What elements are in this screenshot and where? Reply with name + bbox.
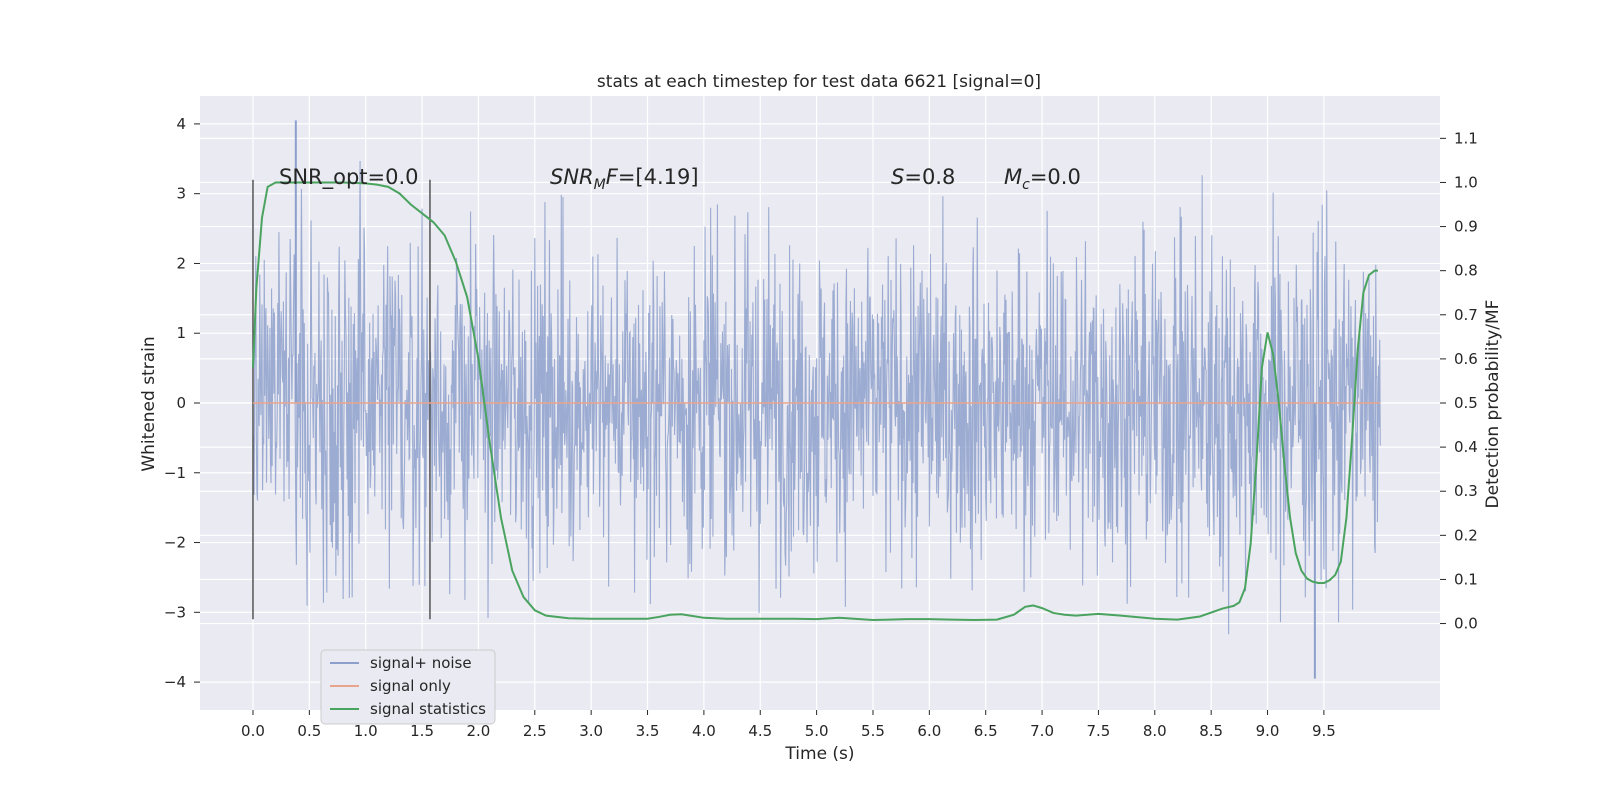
snr-mf-annotation: SNRMF=[4.19] — [550, 165, 699, 193]
legend-box — [320, 649, 496, 725]
x-tick-label: 2.0 — [467, 722, 491, 740]
s-label: S — [891, 165, 904, 189]
mc-subscript: c — [1022, 177, 1030, 193]
s-annotation: S=0.8 — [891, 165, 955, 189]
y-tick-label: −4 — [164, 673, 186, 691]
signal-statistics-line — [251, 181, 1378, 622]
y2-tick-labels: 0.0 0.1 0.2 0.3 0.4 0.5 0.6 0.7 0.8 0.9 1.0 1.1 — [1440, 129, 1478, 633]
y2-axis-label: Detection probability/MF — [1483, 300, 1503, 509]
x-tick-label: 5.0 — [805, 722, 829, 740]
mc-label: M — [1004, 165, 1022, 189]
y2-tick-label: 0.5 — [1454, 394, 1478, 412]
noise-trace — [252, 120, 1381, 679]
x-tick-label: 4.5 — [748, 722, 772, 740]
mc-annotation: Mc=0.0 — [1004, 165, 1081, 193]
y-tick-label: −1 — [164, 464, 186, 482]
x-tick-label: 4.0 — [692, 722, 716, 740]
x-tick-label: 8.0 — [1143, 722, 1167, 740]
snr-mf-tail: F — [606, 165, 619, 189]
x-axis-label: Time (s) — [784, 744, 854, 764]
y-tick-label: 4 — [176, 115, 186, 133]
y2-tick-label: 1.1 — [1454, 129, 1478, 147]
x-tick-labels: 0.0 0.5 1.0 1.5 2.0 2.5 3.0 3.5 4.0 4.5 5.0 5.5 6.0 6… — [241, 710, 1336, 740]
annotations: SNR_opt=0.0 SNRMF=[4.19] S=0.8 Mc=0.0 — [279, 165, 1081, 193]
y2-tick-label: 0.1 — [1454, 570, 1478, 588]
legend-label-statistics: signal statistics — [370, 700, 486, 718]
snr-mf-base: SNR — [550, 165, 594, 189]
x-tick-label: 7.0 — [1030, 722, 1054, 740]
vertical-markers — [252, 179, 431, 620]
s-value: =0.8 — [904, 165, 955, 189]
x-tick-label: 3.0 — [579, 722, 603, 740]
chart-title: stats at each timestep for test data 662… — [597, 72, 1041, 92]
y-tick-label: 0 — [176, 394, 186, 412]
y2-tick-label: 0.4 — [1454, 438, 1478, 456]
legend-label-signal: signal only — [370, 677, 451, 695]
mc-value: =0.0 — [1030, 165, 1081, 189]
x-tick-label: 7.5 — [1087, 722, 1111, 740]
x-tick-label: 1.5 — [410, 722, 434, 740]
x-tick-label: 6.0 — [917, 722, 941, 740]
noise-line — [252, 160, 1381, 635]
y2-tick-label: 0.6 — [1454, 350, 1478, 368]
y-axis-label: Whitened strain — [139, 336, 159, 471]
x-tick-label: 9.5 — [1312, 722, 1336, 740]
x-tick-label: 0.5 — [297, 722, 321, 740]
y2-tick-label: 1.0 — [1454, 173, 1478, 191]
y2-tick-label: 0.7 — [1454, 306, 1478, 324]
y2-tick-label: 0.0 — [1454, 615, 1478, 633]
x-tick-label: 1.0 — [354, 722, 378, 740]
snr-opt-annotation: SNR_opt=0.0 — [279, 165, 419, 190]
x-tick-label: 8.5 — [1199, 722, 1223, 740]
y-tick-label: −3 — [164, 603, 186, 621]
x-tick-label: 2.5 — [523, 722, 547, 740]
y2-tick-label: 0.8 — [1454, 262, 1478, 280]
y2-tick-label: 0.2 — [1454, 526, 1478, 544]
legend-label-noise: signal+ noise — [370, 654, 472, 672]
x-tick-label: 9.0 — [1256, 722, 1280, 740]
x-tick-label: 5.5 — [861, 722, 885, 740]
y2-tick-label: 0.3 — [1454, 482, 1478, 500]
snr-mf-value: =[4.19] — [618, 165, 699, 189]
y-tick-label: 2 — [176, 254, 186, 272]
y2-tick-label: 0.9 — [1454, 218, 1478, 236]
x-tick-label: 0.0 — [241, 722, 265, 740]
y-tick-labels: −4 −3 −2 −1 0 1 2 3 4 — [164, 115, 200, 691]
y-tick-label: 3 — [176, 185, 186, 203]
x-tick-label: 3.5 — [636, 722, 660, 740]
statistics-line — [251, 181, 1378, 622]
y-tick-label: 1 — [176, 324, 186, 342]
legend: signal+ noise signal only signal statist… — [320, 649, 496, 725]
x-tick-label: 6.5 — [974, 722, 998, 740]
y-tick-label: −2 — [164, 534, 186, 552]
snr-mf-subscript: M — [594, 177, 606, 193]
